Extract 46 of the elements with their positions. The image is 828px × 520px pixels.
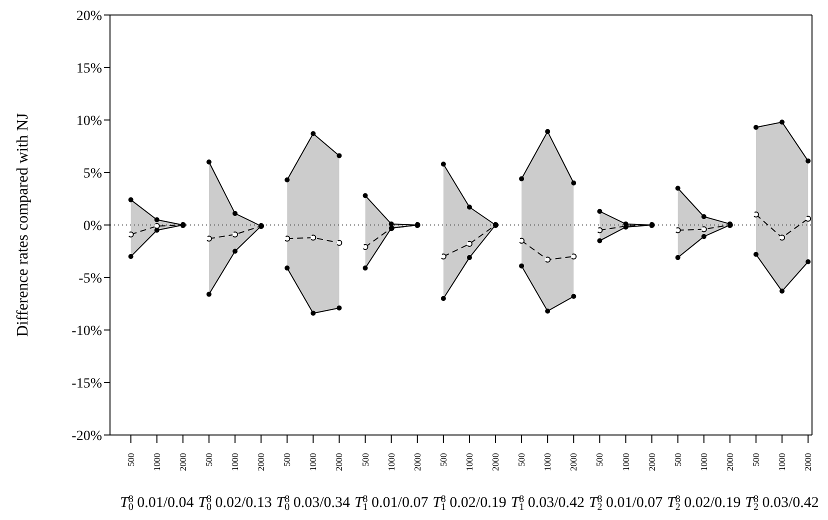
x-tick-label: 1000 [698,452,709,471]
text: T$_{1}$$^{8}$ 0.02/0.19 [432,494,506,513]
y-tick-label: -5% [78,271,102,286]
x-tick-label: 500 [516,452,527,466]
x-tick-label: 500 [282,452,292,466]
x-tick-label: 2000 [334,452,344,471]
x-tick-label: 500 [672,452,683,466]
y-tick-label: 10% [76,114,102,129]
y-tick-label: -10% [72,324,102,339]
text: T$_{0}$$^{8}$ 0.03/0.34 [276,494,351,513]
x-tick-label: 2000 [256,452,266,471]
y-tick-label: 15% [76,61,102,76]
text: T$_{0}$$^{8}$ 0.01/0.04 [120,494,194,513]
x-tick-label: 500 [438,452,448,466]
x-tick-label: 500 [204,452,214,466]
y-tick-label: 20% [76,8,102,24]
x-tick-label: 2000 [412,452,422,471]
text: T$_{1}$$^{8}$ 0.03/0.42 [510,494,584,513]
x-tick-label: 2000 [803,452,814,471]
text: T$_{2}$$^{8}$ 0.02/0.19 [667,494,741,513]
x-tick-label: 1000 [542,452,553,471]
text: T$_{2}$$^{8}$ 0.01/0.07 [588,494,664,513]
x-tick-label: 1000 [308,452,318,471]
x-tick-label: 1000 [152,452,162,471]
x-tick-label: 1000 [230,452,240,471]
x-tick-label: 500 [750,452,761,466]
x-tick-label: 1000 [620,452,631,471]
y-tick-label: 5% [83,166,102,182]
text: T$_{2}$$^{8}$ 0.03/0.42 [745,494,819,513]
y-tick-label: -20% [72,428,102,444]
x-tick-label: 2000 [724,452,735,471]
x-tick-label: 1000 [777,452,788,471]
text: T$_{1}$$^{8}$ 0.01/0.07 [354,494,429,513]
y-tick-label: -15% [72,376,102,392]
x-tick-label: 500 [360,452,370,466]
y-axis-title: Difference rates compared with NJ [14,113,32,337]
x-tick-label: 500 [126,452,136,466]
y-tick-label: 0% [83,218,102,234]
x-tick-label: 2000 [646,452,657,471]
x-tick-label: 2000 [178,452,188,471]
text: T$_{0}$$^{8}$ 0.02/0.13 [198,494,272,513]
x-tick-label: 2000 [568,452,579,471]
x-tick-label: 1000 [464,452,474,471]
x-tick-label: 2000 [490,452,501,471]
x-tick-label: 500 [594,452,605,466]
x-tick-label: 1000 [386,452,396,471]
